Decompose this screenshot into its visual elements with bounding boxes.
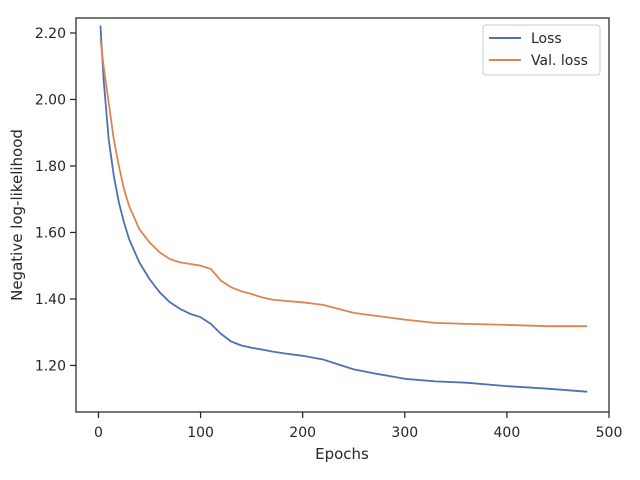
y-axis-ticks: 1.20 1.40 1.60 1.80 2.00 2.20 [35, 26, 76, 374]
x-axis-title: Epochs [315, 445, 369, 463]
x-tick-label: 300 [391, 425, 418, 441]
legend-label-val-loss: Val. loss [531, 53, 588, 69]
series-line-val-loss [99, 38, 588, 328]
y-tick-label: 2.00 [35, 92, 66, 108]
x-tick-label: 200 [289, 425, 316, 441]
x-axis-ticks: 0 100 200 300 400 500 [94, 412, 622, 441]
plot-lines [99, 25, 588, 393]
y-tick-label: 1.20 [35, 358, 66, 374]
x-tick-label: 100 [187, 425, 214, 441]
x-tick-label: 500 [596, 425, 623, 441]
plot-frame [75, 17, 610, 413]
y-tick-label: 1.80 [35, 159, 66, 175]
y-axis-title: Negative log-likelihood [8, 129, 26, 301]
y-tick-label: 1.40 [35, 292, 66, 308]
y-tick-label: 2.20 [35, 26, 66, 42]
series-line-loss [99, 25, 588, 393]
legend: Loss Val. loss [482, 24, 601, 76]
y-tick-label: 1.60 [35, 225, 66, 241]
x-tick-label: 400 [494, 425, 521, 441]
x-tick-label: 0 [94, 425, 103, 441]
legend-label-loss: Loss [531, 31, 562, 47]
